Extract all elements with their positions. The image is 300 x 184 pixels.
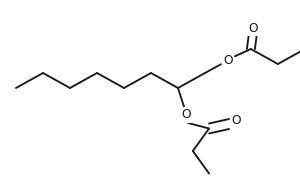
Text: O: O <box>231 114 241 128</box>
Text: O: O <box>248 22 258 35</box>
Text: O: O <box>181 109 191 121</box>
Text: O: O <box>223 54 233 67</box>
